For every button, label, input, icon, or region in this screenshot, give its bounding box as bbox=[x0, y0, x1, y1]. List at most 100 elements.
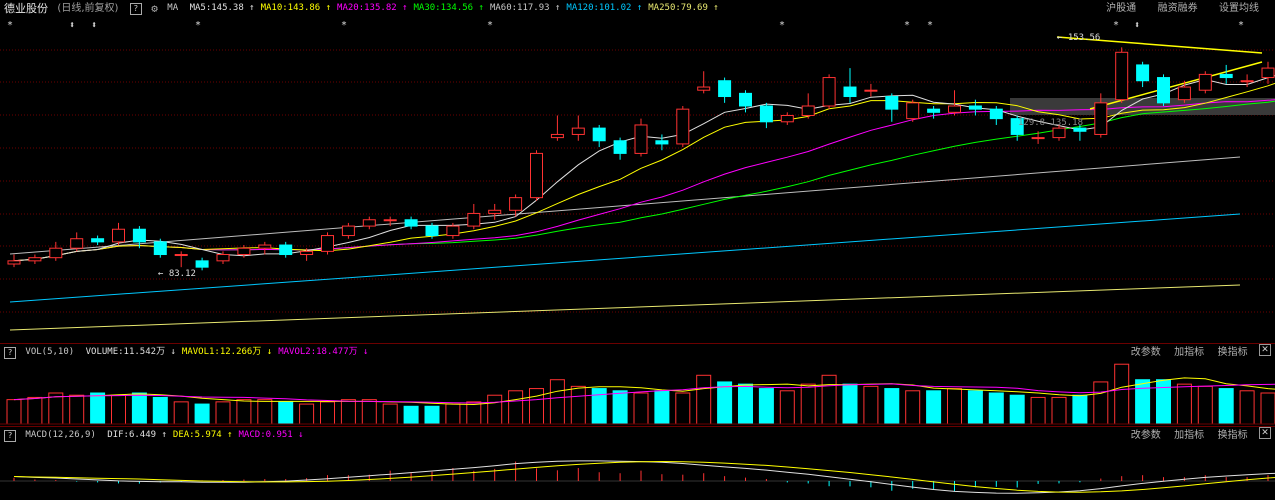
candle-body bbox=[1115, 51, 1129, 101]
ma10-line bbox=[13, 82, 1275, 262]
volume-chart[interactable] bbox=[0, 360, 1275, 426]
volume-bar bbox=[1218, 388, 1234, 425]
volume-bar bbox=[194, 403, 210, 425]
ma30-line bbox=[13, 100, 1275, 262]
volume-bar bbox=[738, 383, 753, 425]
stock-name[interactable]: 德业股份 bbox=[4, 2, 48, 15]
trend-line-lower bbox=[1089, 61, 1263, 110]
ma-value: MA250:79.69 ↑ bbox=[648, 3, 719, 13]
candle-body bbox=[1157, 77, 1170, 104]
candle-body bbox=[70, 238, 84, 249]
candle-body bbox=[530, 152, 543, 199]
volume-bar bbox=[299, 403, 315, 425]
header-links: 沪股通 融资融券 设置均线 bbox=[1106, 0, 1275, 17]
candle-body bbox=[488, 209, 502, 214]
volume-bar bbox=[173, 401, 189, 425]
macd-label: MACD(12,26,9) bbox=[25, 430, 96, 440]
modify-params-button[interactable]: 改参数 bbox=[1130, 430, 1161, 441]
volume-bar bbox=[1176, 383, 1192, 425]
volume-bar bbox=[1009, 394, 1025, 425]
volume-bar bbox=[717, 381, 733, 425]
help-icon[interactable]: ? bbox=[4, 430, 16, 442]
candle-body bbox=[425, 225, 439, 237]
vol-value: MAVOL2:18.477万 ↓ bbox=[278, 347, 369, 357]
candle-body bbox=[237, 247, 251, 256]
add-indicator-button[interactable]: 加指标 bbox=[1174, 347, 1205, 358]
candle-body bbox=[341, 225, 355, 237]
link-set-ma[interactable]: 设置均线 bbox=[1219, 3, 1259, 14]
volume-bar bbox=[1156, 379, 1171, 425]
period-label[interactable]: (日线,前复权) bbox=[57, 3, 119, 14]
event-marker: * bbox=[927, 20, 933, 31]
candle-body bbox=[1136, 64, 1150, 82]
candle-body bbox=[1010, 118, 1024, 135]
volume-bar bbox=[257, 399, 273, 425]
volume-bar bbox=[1260, 392, 1275, 425]
help-icon[interactable]: ? bbox=[4, 347, 16, 359]
candle-body bbox=[1073, 127, 1087, 132]
volume-bar bbox=[382, 403, 398, 425]
ma-label: MA bbox=[167, 3, 179, 13]
volume-bar bbox=[758, 388, 774, 425]
volume-bar bbox=[1093, 381, 1109, 425]
volume-bar bbox=[612, 390, 628, 425]
close-icon[interactable]: ✕ bbox=[1259, 427, 1271, 439]
volume-bar bbox=[842, 383, 858, 425]
candle-body bbox=[697, 86, 711, 91]
switch-indicator-button[interactable]: 换指标 bbox=[1217, 347, 1248, 358]
candle-body bbox=[49, 247, 63, 259]
volume-bar bbox=[111, 394, 126, 425]
volume-bar bbox=[361, 399, 377, 425]
ma-value: MA5:145.38 ↑ bbox=[189, 3, 255, 13]
candle-body bbox=[174, 254, 188, 257]
volume-bar bbox=[445, 403, 461, 425]
volume-bar bbox=[800, 383, 816, 425]
close-icon[interactable]: ✕ bbox=[1259, 344, 1271, 356]
candle-body bbox=[759, 105, 773, 123]
vol-value: MAVOL1:12.266万 ↓ bbox=[181, 347, 273, 357]
volume-indicator-list: VOLUME:11.542万 ↓ MAVOL1:12.266万 ↓ MAVOL2:1… bbox=[86, 344, 375, 361]
macd-value: MACD:0.951 ↓ bbox=[238, 430, 304, 440]
event-marker: * bbox=[904, 20, 910, 31]
switch-indicator-button[interactable]: 换指标 bbox=[1217, 430, 1248, 441]
volume-bar bbox=[48, 392, 64, 425]
volume-bar bbox=[947, 388, 962, 425]
volume-header-bar: ? VOL(5,10) VOLUME:11.542万 ↓ MAVOL1:12.26… bbox=[0, 343, 1275, 361]
ma250-line bbox=[9, 284, 1241, 331]
volume-bar bbox=[90, 392, 106, 425]
candle-body bbox=[989, 108, 1003, 120]
volume-bar bbox=[884, 388, 900, 425]
price-chart[interactable]: * ⬍ ⬍ * * * * * * * ⬍ * ← 153.56 ← 83.12 129.8 135.18 bbox=[0, 17, 1275, 343]
volume-bar bbox=[1030, 396, 1046, 425]
candle-body bbox=[968, 105, 982, 110]
gear-icon[interactable]: ⚙ bbox=[151, 2, 158, 15]
volume-bar bbox=[633, 392, 649, 425]
event-marker: ⬍ bbox=[1134, 20, 1140, 31]
macd-chart[interactable] bbox=[0, 443, 1275, 500]
candle-body bbox=[780, 114, 794, 123]
link-shanghai-hk[interactable]: 沪股通 bbox=[1106, 3, 1137, 14]
candle-body bbox=[864, 89, 878, 92]
low-price-label: ← 83.12 bbox=[158, 269, 196, 279]
ma-value: MA20:135.82 ↑ bbox=[337, 3, 408, 13]
candle-body bbox=[446, 225, 460, 237]
volume-bar bbox=[654, 390, 670, 425]
candle-body bbox=[321, 235, 334, 252]
candle-body bbox=[509, 197, 523, 211]
help-icon[interactable]: ? bbox=[129, 3, 142, 15]
ma120-line bbox=[9, 213, 1241, 303]
link-margin-trading[interactable]: 融资融券 bbox=[1157, 3, 1198, 14]
candle-body bbox=[739, 92, 752, 107]
candle-body bbox=[362, 219, 376, 227]
volume-bar bbox=[278, 401, 294, 425]
volume-bar bbox=[1135, 379, 1151, 425]
candle-body bbox=[1198, 73, 1212, 91]
ma20-line bbox=[13, 99, 1275, 262]
candle-body bbox=[801, 105, 815, 116]
candle-body bbox=[132, 228, 146, 243]
volume-bar bbox=[779, 390, 795, 425]
add-indicator-button[interactable]: 加指标 bbox=[1174, 430, 1205, 441]
modify-params-button[interactable]: 改参数 bbox=[1130, 347, 1161, 358]
volume-bar bbox=[1239, 390, 1255, 425]
candle-body bbox=[300, 250, 314, 256]
